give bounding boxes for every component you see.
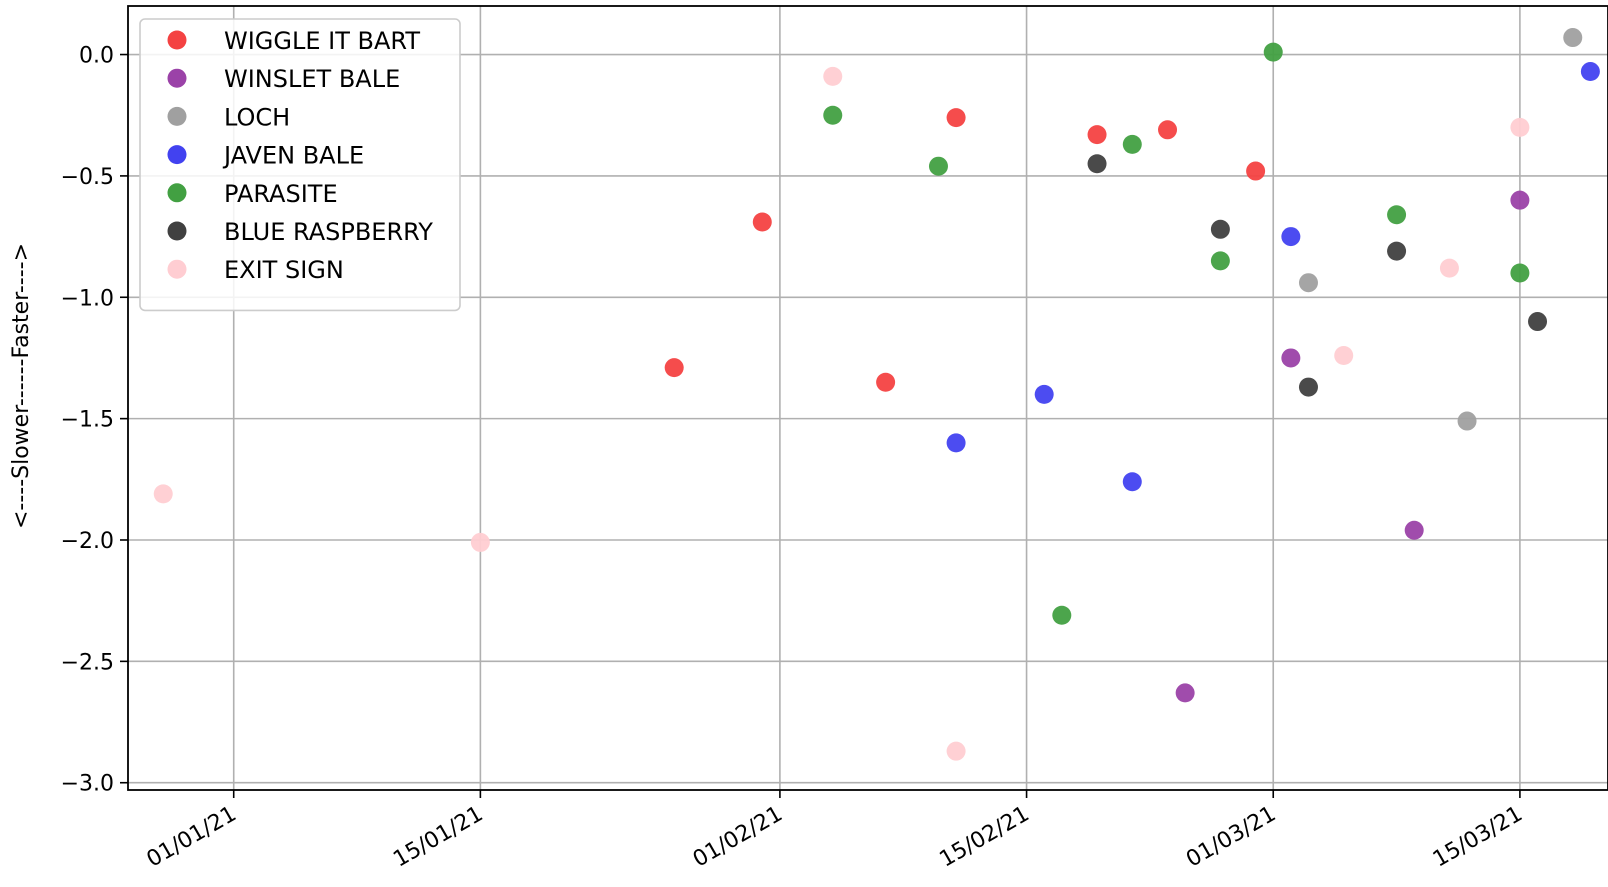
data-point-blue-raspberry — [1298, 377, 1318, 397]
data-point-parasite — [823, 105, 843, 125]
legend-label: PARASITE — [224, 180, 338, 208]
data-point-wiggle-it-bart — [752, 212, 772, 232]
plot-frame — [127, 5, 1608, 791]
data-point-wiggle-it-bart — [1158, 120, 1178, 140]
data-point-exit-sign — [1439, 258, 1459, 278]
data-point-javen-bale — [1122, 472, 1142, 492]
data-point-winslet-bale — [1281, 348, 1301, 368]
y-tick-label: −2.5 — [61, 650, 114, 675]
data-point-exit-sign — [946, 741, 966, 761]
data-point-blue-raspberry — [1528, 312, 1548, 332]
data-point-parasite — [1387, 205, 1407, 225]
y-tick-label: −0.5 — [61, 165, 114, 190]
legend-marker — [167, 221, 187, 241]
legend-label: BLUE RASPBERRY — [224, 218, 433, 246]
data-point-exit-sign — [1334, 346, 1354, 366]
data-points — [153, 28, 1600, 761]
data-point-blue-raspberry — [1087, 154, 1107, 174]
legend-marker — [167, 183, 187, 203]
legend-marker — [167, 30, 187, 50]
data-point-blue-raspberry — [1387, 241, 1407, 261]
data-point-wiggle-it-bart — [946, 108, 966, 128]
y-tick-label: −1.0 — [61, 286, 114, 311]
data-point-wiggle-it-bart — [1087, 125, 1107, 145]
data-point-exit-sign — [823, 66, 843, 86]
legend-box — [139, 18, 461, 312]
data-point-wiggle-it-bart — [876, 372, 896, 392]
legend-marker — [167, 259, 187, 279]
y-tick-label: −2.0 — [61, 529, 114, 554]
data-point-javen-bale — [1580, 62, 1600, 82]
data-point-exit-sign — [470, 532, 490, 552]
legend-label: WINSLET BALE — [224, 65, 400, 93]
data-point-parasite — [1122, 134, 1142, 154]
legend-marker — [167, 106, 187, 126]
data-point-exit-sign — [1510, 117, 1530, 137]
y-axis-label: <----Slower------Faster----> — [9, 243, 34, 529]
legend-marker — [167, 145, 187, 165]
legend-label: JAVEN BALE — [222, 142, 364, 170]
y-tick-label: 0.0 — [79, 44, 114, 69]
data-point-winslet-bale — [1404, 520, 1424, 540]
data-point-javen-bale — [946, 433, 966, 453]
y-tick-label: −3.0 — [61, 772, 114, 797]
legend-label: EXIT SIGN — [224, 256, 344, 284]
data-point-loch — [1563, 28, 1583, 48]
data-point-parasite — [1510, 263, 1530, 283]
data-point-exit-sign — [153, 484, 173, 504]
y-tick-label: −1.5 — [61, 408, 114, 433]
data-point-loch — [1298, 273, 1318, 293]
data-point-parasite — [1263, 42, 1283, 62]
data-point-loch — [1457, 411, 1477, 431]
data-point-wiggle-it-bart — [664, 358, 684, 378]
data-point-javen-bale — [1281, 227, 1301, 247]
data-point-winslet-bale — [1175, 683, 1195, 703]
data-point-blue-raspberry — [1210, 219, 1230, 239]
axes — [127, 5, 1608, 791]
data-point-wiggle-it-bart — [1246, 161, 1266, 181]
legend: WIGGLE IT BART WINSLET BALE LOCH JAVEN BALE… — [139, 18, 461, 312]
data-point-parasite — [928, 156, 948, 176]
legend-label: WIGGLE IT BART — [224, 27, 420, 55]
legend-marker — [167, 68, 187, 88]
legend-label: LOCH — [224, 103, 290, 131]
data-point-javen-bale — [1034, 384, 1054, 404]
data-point-parasite — [1052, 605, 1072, 625]
data-point-parasite — [1210, 251, 1230, 271]
data-point-winslet-bale — [1510, 190, 1530, 210]
